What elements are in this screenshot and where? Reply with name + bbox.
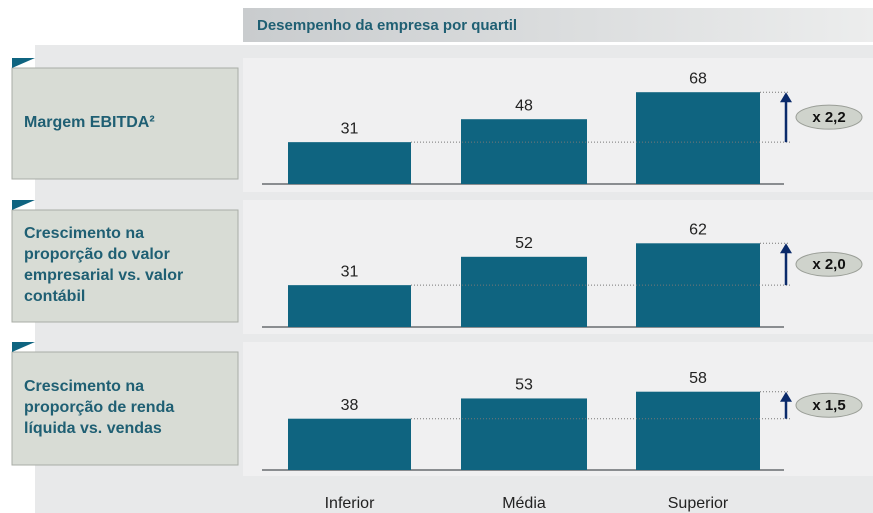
annotation: x 2,0 — [812, 256, 845, 273]
bar — [461, 398, 587, 470]
annotation-oval — [795, 251, 863, 277]
value-label: 38 — [341, 397, 359, 414]
value-label: 68 — [689, 70, 707, 87]
bar — [636, 92, 760, 184]
row-label: proporção do valor — [24, 246, 170, 263]
corner-marker — [12, 200, 35, 210]
x-category-label: Superior — [668, 495, 729, 512]
x-category-label: Inferior — [325, 495, 375, 512]
row-label-box — [11, 351, 239, 466]
corner-marker — [12, 58, 35, 68]
annotation-oval — [795, 104, 863, 130]
row-label: Crescimento na — [24, 225, 144, 242]
row-label-box — [11, 209, 239, 323]
growth-arrow-head — [780, 92, 792, 103]
row-label: Crescimento na — [24, 378, 144, 395]
value-label: 31 — [341, 263, 359, 280]
header-bar — [243, 8, 873, 42]
header-title: Desempenho da empresa por quartil — [257, 17, 517, 34]
corner-marker — [12, 342, 35, 352]
row-label: líquida vs. vendas — [24, 420, 162, 437]
bar — [636, 243, 760, 327]
growth-arrow-head — [780, 391, 792, 402]
row-label-box — [11, 67, 239, 180]
bar — [288, 418, 411, 470]
value-label: 53 — [515, 377, 533, 394]
bar — [461, 119, 587, 184]
bar — [288, 285, 411, 327]
annotation: x 2,2 — [812, 109, 845, 126]
bar — [461, 256, 587, 327]
row-label: empresarial vs. valor — [24, 267, 183, 284]
value-label: 31 — [341, 120, 359, 137]
growth-arrow-head — [780, 243, 792, 254]
value-label: 58 — [689, 370, 707, 387]
annotation-oval — [795, 392, 863, 418]
row-label: proporção de renda — [24, 399, 174, 416]
row-label: contábil — [24, 288, 85, 305]
bar — [636, 391, 760, 470]
bar — [288, 142, 411, 184]
value-label: 52 — [515, 235, 533, 252]
annotation: x 1,5 — [812, 397, 845, 414]
row-label: Margem EBITDA² — [24, 114, 155, 131]
value-label: 48 — [515, 97, 533, 114]
x-category-label: Média — [502, 495, 546, 512]
value-label: 62 — [689, 222, 707, 239]
